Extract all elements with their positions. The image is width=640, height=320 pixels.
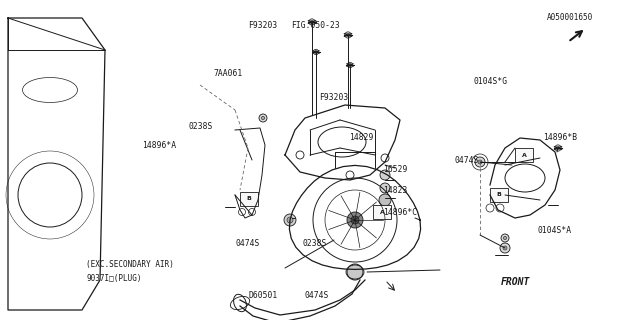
Text: 0474S: 0474S [236, 239, 260, 248]
Circle shape [349, 63, 351, 67]
Circle shape [500, 243, 510, 253]
Circle shape [310, 20, 314, 24]
Bar [515, 148, 533, 162]
Circle shape [261, 116, 264, 120]
Circle shape [287, 217, 293, 223]
Bar [240, 192, 258, 206]
Circle shape [555, 145, 561, 151]
Text: B: B [246, 196, 252, 202]
Circle shape [284, 214, 296, 226]
Circle shape [556, 146, 560, 150]
Text: 16529: 16529 [383, 165, 407, 174]
Text: 0474S: 0474S [454, 156, 479, 164]
Circle shape [259, 114, 267, 122]
Circle shape [347, 264, 363, 280]
Circle shape [309, 19, 315, 25]
Circle shape [347, 212, 363, 228]
Circle shape [380, 183, 390, 193]
Circle shape [475, 157, 485, 167]
Text: 14829: 14829 [349, 133, 373, 142]
Text: 7AA061: 7AA061 [213, 69, 243, 78]
Circle shape [346, 33, 349, 37]
Text: FIG.050-23: FIG.050-23 [291, 21, 340, 30]
Text: F93203: F93203 [319, 93, 348, 102]
Text: A: A [522, 153, 527, 157]
Text: D60501: D60501 [248, 292, 278, 300]
Circle shape [504, 236, 507, 240]
Text: 9037I□(PLUG): 9037I□(PLUG) [86, 274, 142, 283]
Text: 14896*B: 14896*B [543, 133, 577, 142]
Text: 0238S: 0238S [303, 239, 327, 248]
Circle shape [351, 216, 359, 224]
Bar [373, 205, 391, 219]
Circle shape [478, 160, 482, 164]
Text: 14896*C: 14896*C [383, 208, 417, 217]
Bar [490, 188, 508, 202]
Text: (EXC.SECONDARY AIR): (EXC.SECONDARY AIR) [86, 260, 174, 268]
Text: FRONT: FRONT [500, 276, 530, 287]
Circle shape [379, 194, 391, 206]
Circle shape [503, 246, 507, 250]
Text: 0104S*G: 0104S*G [474, 77, 508, 86]
Text: F93203: F93203 [248, 21, 278, 30]
Circle shape [345, 32, 351, 38]
Circle shape [348, 62, 353, 68]
Circle shape [380, 170, 390, 180]
Text: 0104S*A: 0104S*A [538, 226, 572, 235]
Text: A: A [380, 210, 385, 214]
Text: 0238S: 0238S [189, 122, 213, 131]
Circle shape [501, 234, 509, 242]
Circle shape [314, 49, 319, 55]
Text: 0474S: 0474S [304, 292, 328, 300]
Text: 14823: 14823 [383, 186, 407, 195]
Circle shape [314, 51, 317, 53]
Text: 14896*A: 14896*A [142, 141, 176, 150]
Text: B: B [497, 193, 501, 197]
Text: A050001650: A050001650 [547, 13, 593, 22]
